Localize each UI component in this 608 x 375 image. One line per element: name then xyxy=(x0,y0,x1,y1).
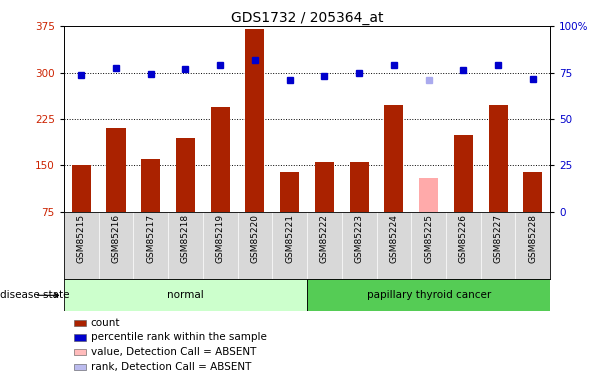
Bar xyxy=(419,178,438,212)
Bar xyxy=(523,172,542,212)
Text: papillary thyroid cancer: papillary thyroid cancer xyxy=(367,290,491,300)
Text: disease state: disease state xyxy=(0,290,69,300)
Text: rank, Detection Call = ABSENT: rank, Detection Call = ABSENT xyxy=(91,362,251,372)
Text: GSM85216: GSM85216 xyxy=(111,214,120,263)
Bar xyxy=(307,279,550,311)
Bar xyxy=(72,165,91,212)
Bar xyxy=(350,162,368,212)
Text: value, Detection Call = ABSENT: value, Detection Call = ABSENT xyxy=(91,347,256,357)
Bar xyxy=(106,128,125,212)
Bar xyxy=(384,105,404,212)
Text: GSM85225: GSM85225 xyxy=(424,214,433,263)
Text: GSM85228: GSM85228 xyxy=(528,214,537,263)
Bar xyxy=(141,159,161,212)
Text: count: count xyxy=(91,318,120,328)
Text: normal: normal xyxy=(167,290,204,300)
Bar xyxy=(454,135,473,212)
Text: GSM85218: GSM85218 xyxy=(181,214,190,263)
Title: GDS1732 / 205364_at: GDS1732 / 205364_at xyxy=(231,11,383,25)
Text: GSM85220: GSM85220 xyxy=(250,214,260,263)
Bar xyxy=(74,334,86,340)
Text: percentile rank within the sample: percentile rank within the sample xyxy=(91,332,266,342)
Bar xyxy=(246,29,264,212)
Text: GSM85223: GSM85223 xyxy=(354,214,364,263)
Bar xyxy=(489,105,508,212)
Text: GSM85227: GSM85227 xyxy=(494,214,503,263)
Bar xyxy=(176,138,195,212)
Text: GSM85215: GSM85215 xyxy=(77,214,86,263)
Bar xyxy=(315,162,334,212)
Text: GSM85217: GSM85217 xyxy=(146,214,155,263)
Text: GSM85222: GSM85222 xyxy=(320,214,329,263)
Bar xyxy=(210,106,230,212)
Bar xyxy=(280,172,299,212)
Text: GSM85221: GSM85221 xyxy=(285,214,294,263)
Text: GSM85226: GSM85226 xyxy=(459,214,468,263)
Bar xyxy=(64,279,307,311)
Bar xyxy=(74,320,86,326)
Text: GSM85224: GSM85224 xyxy=(389,214,398,263)
Bar xyxy=(74,363,86,370)
Text: GSM85219: GSM85219 xyxy=(216,214,225,263)
Bar xyxy=(74,349,86,355)
